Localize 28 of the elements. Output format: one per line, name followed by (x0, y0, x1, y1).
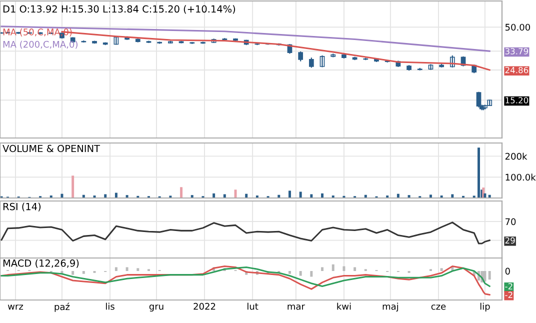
x-tick-label: maj (382, 302, 398, 312)
x-tick-label: paź (54, 302, 70, 312)
x-tick-label: lip (480, 302, 490, 312)
chart-title: MACD (12,26,9) (3, 259, 79, 268)
y-tick-label: 50.00 (505, 24, 530, 31)
series-label: MA (200,C,MA,0) (3, 40, 78, 49)
series-label: MA (50,C,MA,0) (3, 28, 72, 36)
y-tick-label: -2 (505, 292, 512, 298)
x-tick-label: cze (431, 304, 446, 310)
y-tick-label: 24.86 (505, 66, 528, 74)
y-tick-label: 15.20 (506, 97, 528, 104)
y-tick-label: 100.0k (506, 174, 536, 181)
x-tick-label: lis (106, 302, 114, 310)
x-tick-label: gru (149, 304, 164, 312)
x-tick-label: kwi (337, 302, 351, 310)
y-tick-label: 70 (506, 218, 516, 226)
chart-title: RSI (14) (3, 202, 41, 212)
x-tick-label: wrz (8, 304, 24, 310)
x-tick-label: lut (248, 302, 258, 310)
y-tick-label: 29 (505, 237, 515, 244)
y-tick-label: -2 (505, 283, 512, 290)
x-tick-label: 2022 (194, 302, 216, 310)
y-tick-label: 200k (505, 152, 528, 160)
chart-title: D1 O:13.92 H:15.30 L:13.84 C:15.20 (+10.14%) (3, 5, 236, 14)
y-tick-label: 33.79 (505, 48, 528, 54)
chart-title: VOLUME & OPENINT (2, 144, 100, 152)
y-tick-label: 0 (505, 268, 510, 275)
x-tick-label: mar (288, 304, 305, 310)
